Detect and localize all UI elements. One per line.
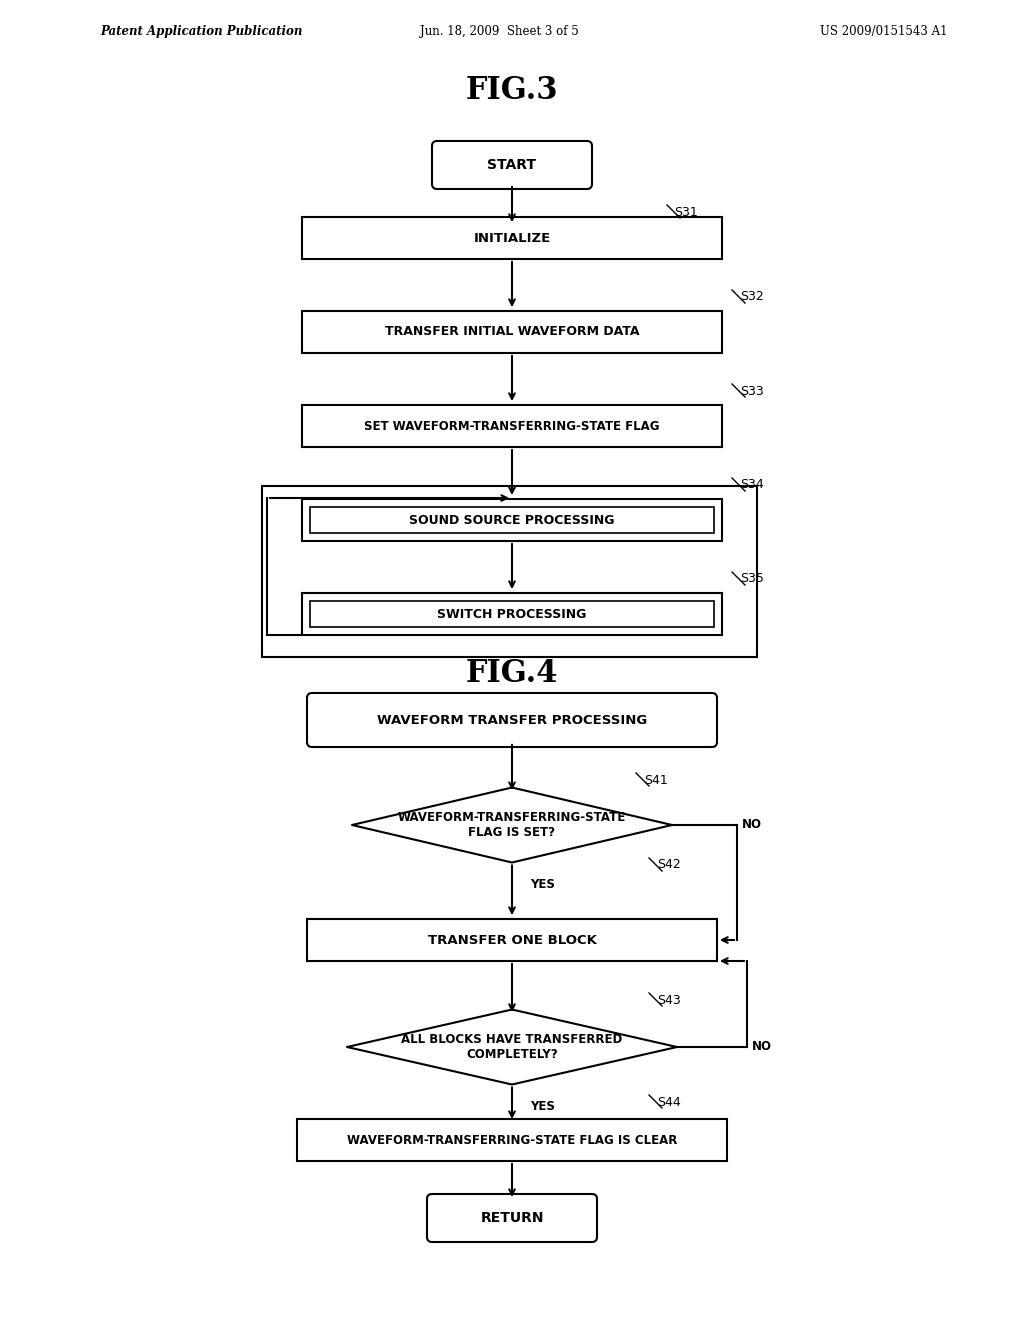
FancyBboxPatch shape [302, 216, 722, 259]
Text: SET WAVEFORM-TRANSFERRING-STATE FLAG: SET WAVEFORM-TRANSFERRING-STATE FLAG [365, 420, 659, 433]
Text: FIG.4: FIG.4 [466, 657, 558, 689]
Text: YES: YES [530, 1100, 555, 1113]
FancyBboxPatch shape [302, 593, 722, 635]
Text: START: START [487, 158, 537, 172]
Text: Patent Application Publication: Patent Application Publication [100, 25, 302, 38]
Text: FIG.3: FIG.3 [466, 75, 558, 106]
FancyBboxPatch shape [302, 312, 722, 352]
Text: RETURN: RETURN [480, 1210, 544, 1225]
FancyBboxPatch shape [297, 1119, 727, 1162]
Text: ALL BLOCKS HAVE TRANSFERRED
COMPLETELY?: ALL BLOCKS HAVE TRANSFERRED COMPLETELY? [401, 1034, 623, 1061]
Text: SOUND SOURCE PROCESSING: SOUND SOURCE PROCESSING [410, 513, 614, 527]
Text: Jun. 18, 2009  Sheet 3 of 5: Jun. 18, 2009 Sheet 3 of 5 [420, 25, 579, 38]
Text: S42: S42 [657, 858, 681, 871]
Text: WAVEFORM-TRANSFERRING-STATE
FLAG IS SET?: WAVEFORM-TRANSFERRING-STATE FLAG IS SET? [398, 810, 626, 840]
FancyBboxPatch shape [432, 141, 592, 189]
Text: US 2009/0151543 A1: US 2009/0151543 A1 [820, 25, 947, 38]
Text: S32: S32 [740, 290, 764, 304]
FancyBboxPatch shape [307, 693, 717, 747]
Polygon shape [347, 1010, 677, 1085]
Text: NO: NO [742, 818, 762, 832]
Text: WAVEFORM TRANSFER PROCESSING: WAVEFORM TRANSFER PROCESSING [377, 714, 647, 726]
FancyBboxPatch shape [302, 499, 722, 541]
FancyBboxPatch shape [302, 405, 722, 447]
Text: TRANSFER INITIAL WAVEFORM DATA: TRANSFER INITIAL WAVEFORM DATA [385, 326, 639, 338]
Text: SWITCH PROCESSING: SWITCH PROCESSING [437, 607, 587, 620]
Text: TRANSFER ONE BLOCK: TRANSFER ONE BLOCK [428, 933, 596, 946]
FancyBboxPatch shape [307, 919, 717, 961]
Text: S41: S41 [644, 774, 668, 787]
Text: NO: NO [752, 1040, 772, 1053]
FancyBboxPatch shape [310, 601, 714, 627]
Text: YES: YES [530, 878, 555, 891]
Text: S33: S33 [740, 384, 764, 397]
Text: S31: S31 [674, 206, 697, 219]
FancyBboxPatch shape [427, 1195, 597, 1242]
Text: WAVEFORM-TRANSFERRING-STATE FLAG IS CLEAR: WAVEFORM-TRANSFERRING-STATE FLAG IS CLEA… [347, 1134, 677, 1147]
FancyBboxPatch shape [310, 507, 714, 533]
Text: S43: S43 [657, 994, 681, 1006]
Polygon shape [352, 788, 672, 862]
Text: S35: S35 [740, 573, 764, 586]
Text: S44: S44 [657, 1096, 681, 1109]
Text: S34: S34 [740, 479, 764, 491]
Text: INITIALIZE: INITIALIZE [473, 231, 551, 244]
